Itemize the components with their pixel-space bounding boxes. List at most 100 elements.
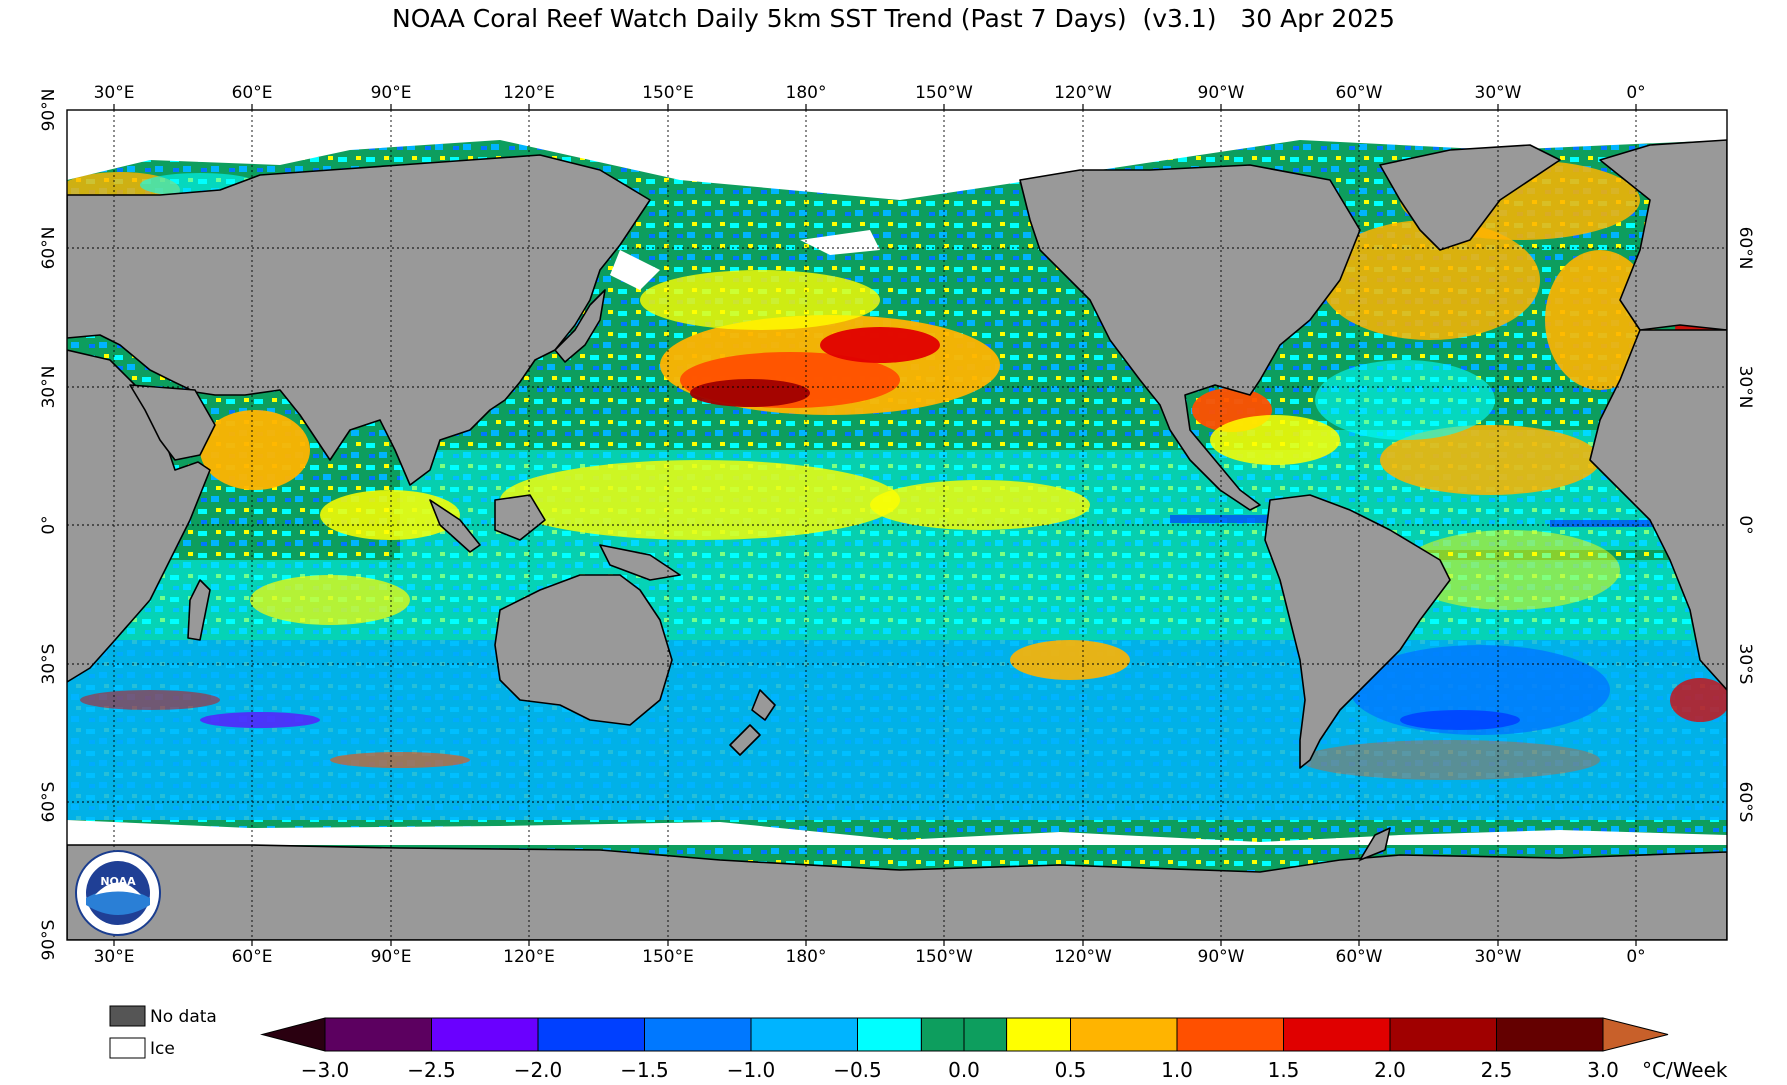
- lon-label-bottom: 120°W: [1054, 947, 1112, 967]
- arabia-landmass: [129, 384, 216, 461]
- colorbar-tick-label: 3.0: [1587, 1058, 1619, 1082]
- lat-label-left: 90°S: [39, 920, 59, 961]
- lon-label-top: 150°W: [915, 83, 973, 103]
- new-guinea-landmass: [599, 544, 681, 581]
- colorbar-tick-label: 2.5: [1481, 1058, 1513, 1082]
- map-ticks: [113, 104, 1637, 946]
- lat-label-left: 60°N: [39, 227, 59, 270]
- colorbar-max-arrow: [1602, 1017, 1669, 1052]
- map-panel: [67, 110, 1727, 940]
- colorbar-tick-label: 0.5: [1055, 1058, 1087, 1082]
- lon-label-bottom: 90°E: [371, 947, 412, 967]
- lon-label-top: 120°E: [503, 83, 555, 103]
- lat-label-left: 90°N: [39, 89, 59, 132]
- lon-label-bottom: 180°: [786, 947, 827, 967]
- colorbar-bin: [1070, 1017, 1178, 1052]
- colorbar-bin: [963, 1017, 1008, 1052]
- colorbar-tick-label: 1.0: [1161, 1058, 1193, 1082]
- colorbar-bin: [750, 1017, 858, 1052]
- lon-label-bottom: 0°: [1626, 947, 1645, 967]
- borneo-landmass: [494, 494, 546, 541]
- lat-label-left: 60°S: [39, 782, 59, 823]
- map-frame: [66, 109, 1728, 941]
- lon-label-top: 180°: [786, 83, 827, 103]
- colorbar-tick-label: −1.5: [620, 1058, 669, 1082]
- colorbar-bin: [324, 1017, 432, 1052]
- colorbar-bin: [1283, 1017, 1391, 1052]
- no-data-swatch: [109, 1005, 146, 1027]
- colorbar-bin: [644, 1017, 752, 1052]
- north-america-landmass: [1019, 164, 1361, 511]
- africa-west-landmass: [1589, 329, 1727, 691]
- colorbar-bin: [1389, 1017, 1497, 1052]
- lat-label-right: 60°S: [1735, 782, 1755, 823]
- colorbar-bin: [920, 1017, 965, 1052]
- noaa-logo: NOAA: [75, 850, 161, 936]
- lat-label-left: 0°: [39, 515, 59, 534]
- lat-label-right: 30°S: [1735, 644, 1755, 685]
- colorbar-bin: [1176, 1017, 1284, 1052]
- madagascar-landmass: [187, 579, 211, 641]
- antarctic-peninsula-landmass: [1359, 827, 1391, 861]
- lon-label-top: 30°W: [1475, 83, 1522, 103]
- lon-label-bottom: 150°E: [642, 947, 694, 967]
- colorbar-tick-label: 2.0: [1374, 1058, 1406, 1082]
- lon-label-bottom: 30°E: [94, 947, 135, 967]
- colorbar-bin: [1006, 1017, 1071, 1052]
- lon-label-top: 60°E: [232, 83, 273, 103]
- colorbar-bin: [431, 1017, 539, 1052]
- colorbar-tick-label: 0.0: [948, 1058, 980, 1082]
- no-data-label: No data: [150, 1007, 217, 1027]
- greenland-landmass: [1379, 144, 1561, 251]
- lon-label-bottom: 90°W: [1198, 947, 1245, 967]
- bottom-longitude-labels: 30°E 60°E 90°E 120°E 150°E 180° 150°W 12…: [94, 947, 1646, 967]
- lon-label-top: 120°W: [1054, 83, 1112, 103]
- lon-label-bottom: 60°E: [232, 947, 273, 967]
- europe-landmass: [1599, 139, 1727, 331]
- lon-label-top: 150°E: [642, 83, 694, 103]
- colorbar-bin: [1496, 1017, 1604, 1052]
- lon-label-top: 60°W: [1336, 83, 1383, 103]
- eurasia-landmass: [67, 154, 651, 486]
- colorbar-min-arrow: [260, 1017, 326, 1052]
- lat-label-left: 30°N: [39, 366, 59, 409]
- lon-label-top: 90°E: [371, 83, 412, 103]
- lat-label-left: 30°S: [39, 644, 59, 685]
- ice-label: Ice: [150, 1039, 175, 1059]
- land-masses: [67, 139, 1727, 940]
- colorbar-tick-label: 1.5: [1268, 1058, 1300, 1082]
- australia-landmass: [494, 574, 673, 726]
- ice-swatch: [109, 1037, 146, 1059]
- lat-label-right: 0°: [1735, 515, 1755, 534]
- lon-label-bottom: 150°W: [915, 947, 973, 967]
- sst-trend-field: [67, 160, 1727, 820]
- lat-lon-grid: [67, 110, 1727, 940]
- colorbar: −3.0 −2.5 −2.0 −1.5 −1.0 −0.5 0.0 0.5 1.0 1.5 2.0 2…: [260, 1017, 1728, 1082]
- antarctica-landmass: [67, 844, 1727, 940]
- sumatra-landmass: [429, 499, 481, 553]
- colorbar-tick-label: −0.5: [833, 1058, 882, 1082]
- map-title: NOAA Coral Reef Watch Daily 5km SST Tren…: [392, 4, 1395, 33]
- lon-label-bottom: 120°E: [503, 947, 555, 967]
- lon-label-top: 30°E: [94, 83, 135, 103]
- colorbar-tick-label: −2.0: [514, 1058, 563, 1082]
- japan-landmass: [554, 289, 606, 363]
- colorbar-tick-label: −2.5: [407, 1058, 456, 1082]
- lon-label-top: 0°: [1626, 83, 1645, 103]
- colorbar-tick-label: −3.0: [301, 1058, 350, 1082]
- south-america-landmass: [1264, 494, 1451, 769]
- lat-label-right: 30°N: [1735, 366, 1755, 409]
- lat-label-right: 60°N: [1735, 227, 1755, 270]
- left-latitude-labels: 90°N 60°N 30°N 0° 30°S 60°S 90°S: [39, 89, 59, 961]
- lon-label-bottom: 30°W: [1475, 947, 1522, 967]
- colorbar-tick-label: −1.0: [727, 1058, 776, 1082]
- lon-label-top: 90°W: [1198, 83, 1245, 103]
- sea-ice: [67, 110, 1727, 845]
- colorbar-bin: [537, 1017, 645, 1052]
- legend: No data Ice: [109, 1005, 217, 1059]
- new-zealand-landmass: [751, 689, 776, 721]
- top-longitude-labels: 30°E 60°E 90°E 120°E 150°E 180° 150°W 12…: [94, 83, 1646, 103]
- right-latitude-labels: 60°N 30°N 0° 30°S 60°S: [1735, 227, 1755, 823]
- noaa-logo-text: NOAA: [100, 875, 136, 888]
